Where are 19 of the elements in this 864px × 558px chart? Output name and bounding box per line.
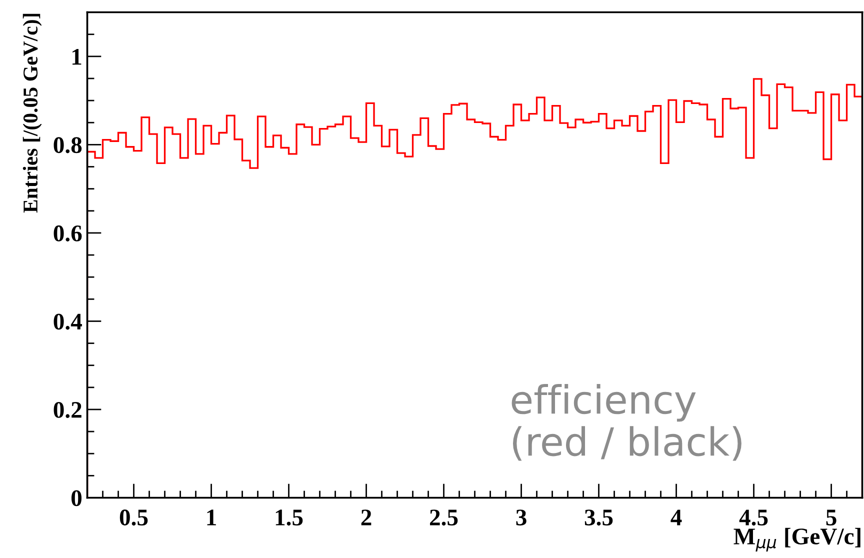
y-tick-label: 0.8 — [54, 137, 82, 154]
y-tick-label: 1 — [72, 49, 82, 65]
x-tick-label: 4.5 — [739, 510, 768, 526]
x-tick-label: 1 — [207, 510, 216, 526]
y-tick-label: 0.4 — [54, 314, 82, 330]
x-tick-label: 0.5 — [120, 510, 148, 526]
y-tick-label: 0 — [72, 490, 82, 506]
x-tick-label: 3.5 — [584, 510, 613, 526]
x-tick-label: 2 — [361, 510, 372, 526]
x-tick-label: 3 — [516, 510, 526, 526]
y-tick-label: 0.6 — [54, 225, 82, 242]
x-axis-title: M$_{μμ}$ [GeV/c] — [734, 528, 860, 552]
x-tick-label: 2.5 — [430, 510, 458, 526]
x-tick-label: 5 — [826, 510, 836, 526]
annotation: efficiency (red / black) — [512, 384, 742, 461]
y-axis-title: Entries [/(0.05 GeV/c)] — [22, 14, 42, 213]
x-tick-label: 1.5 — [276, 510, 303, 526]
x-tick-label: 4 — [670, 510, 682, 526]
y-tick-label: 0.2 — [54, 402, 82, 418]
